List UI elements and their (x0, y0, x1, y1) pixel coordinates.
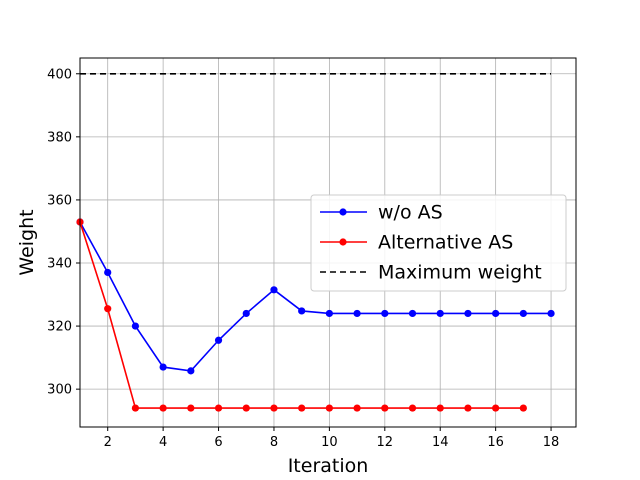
legend-box (310, 194, 567, 292)
data-point (298, 307, 306, 315)
x-tick-label: 6 (214, 435, 222, 450)
data-point (408, 404, 417, 412)
y-axis-label: Weight (16, 209, 38, 275)
y-tick-label: 320 (47, 320, 72, 335)
series-group (76, 72, 555, 412)
plot-frame (79, 57, 577, 428)
x-axis-label: Iteration (288, 455, 369, 477)
data-point (492, 404, 500, 412)
legend-label: Maximum weight (378, 262, 542, 284)
series-line (79, 221, 552, 372)
data-point (464, 404, 472, 412)
data-point (187, 367, 195, 375)
data-point (436, 309, 444, 318)
data-point (214, 336, 223, 344)
data-point (159, 404, 167, 412)
y-tick-label: 340 (47, 257, 72, 272)
data-point (242, 309, 250, 318)
x-tick-label: 4 (159, 435, 167, 450)
series-1 (76, 218, 527, 412)
y-tick-label: 380 (47, 130, 72, 145)
legend: w/o AS Alternative AS Maximum weight (310, 194, 567, 292)
data-point (270, 286, 278, 294)
data-point (325, 404, 333, 412)
data-point (270, 404, 278, 412)
legend-label: Alternative AS (378, 232, 513, 254)
data-point (519, 404, 527, 412)
data-point (381, 309, 389, 318)
x-tick-label: 12 (377, 435, 394, 450)
x-tick-label: 10 (321, 435, 338, 450)
data-point (131, 404, 140, 412)
data-point (104, 268, 112, 277)
legend-marker (339, 238, 347, 246)
x-tick-label: 16 (487, 435, 504, 450)
legend-label: w/o AS (378, 202, 443, 224)
data-point (214, 404, 223, 412)
data-point (408, 309, 417, 318)
data-point (104, 305, 112, 313)
data-point (381, 404, 389, 412)
x-tick-label: 2 (104, 435, 112, 450)
y-tick-label: 300 (47, 383, 72, 398)
data-point (298, 404, 306, 412)
data-point (464, 309, 472, 318)
data-point (492, 309, 500, 318)
data-point (436, 404, 444, 412)
data-point (353, 404, 361, 412)
data-point (519, 309, 527, 318)
data-point (547, 309, 555, 318)
legend-marker (339, 208, 347, 216)
data-point (242, 404, 250, 412)
y-tick-label: 400 (47, 67, 72, 82)
ticks: 2 4 6 8 10 12 14 16 18 300 320 340 360 380 400 (47, 67, 559, 450)
data-point (131, 322, 140, 330)
data-point (159, 363, 167, 371)
data-point (187, 404, 195, 412)
x-tick-label: 14 (432, 435, 449, 450)
data-point (353, 309, 361, 318)
x-tick-label: 18 (543, 435, 560, 450)
x-tick-label: 8 (270, 435, 278, 450)
y-tick-label: 360 (47, 193, 72, 208)
data-point (325, 309, 333, 318)
